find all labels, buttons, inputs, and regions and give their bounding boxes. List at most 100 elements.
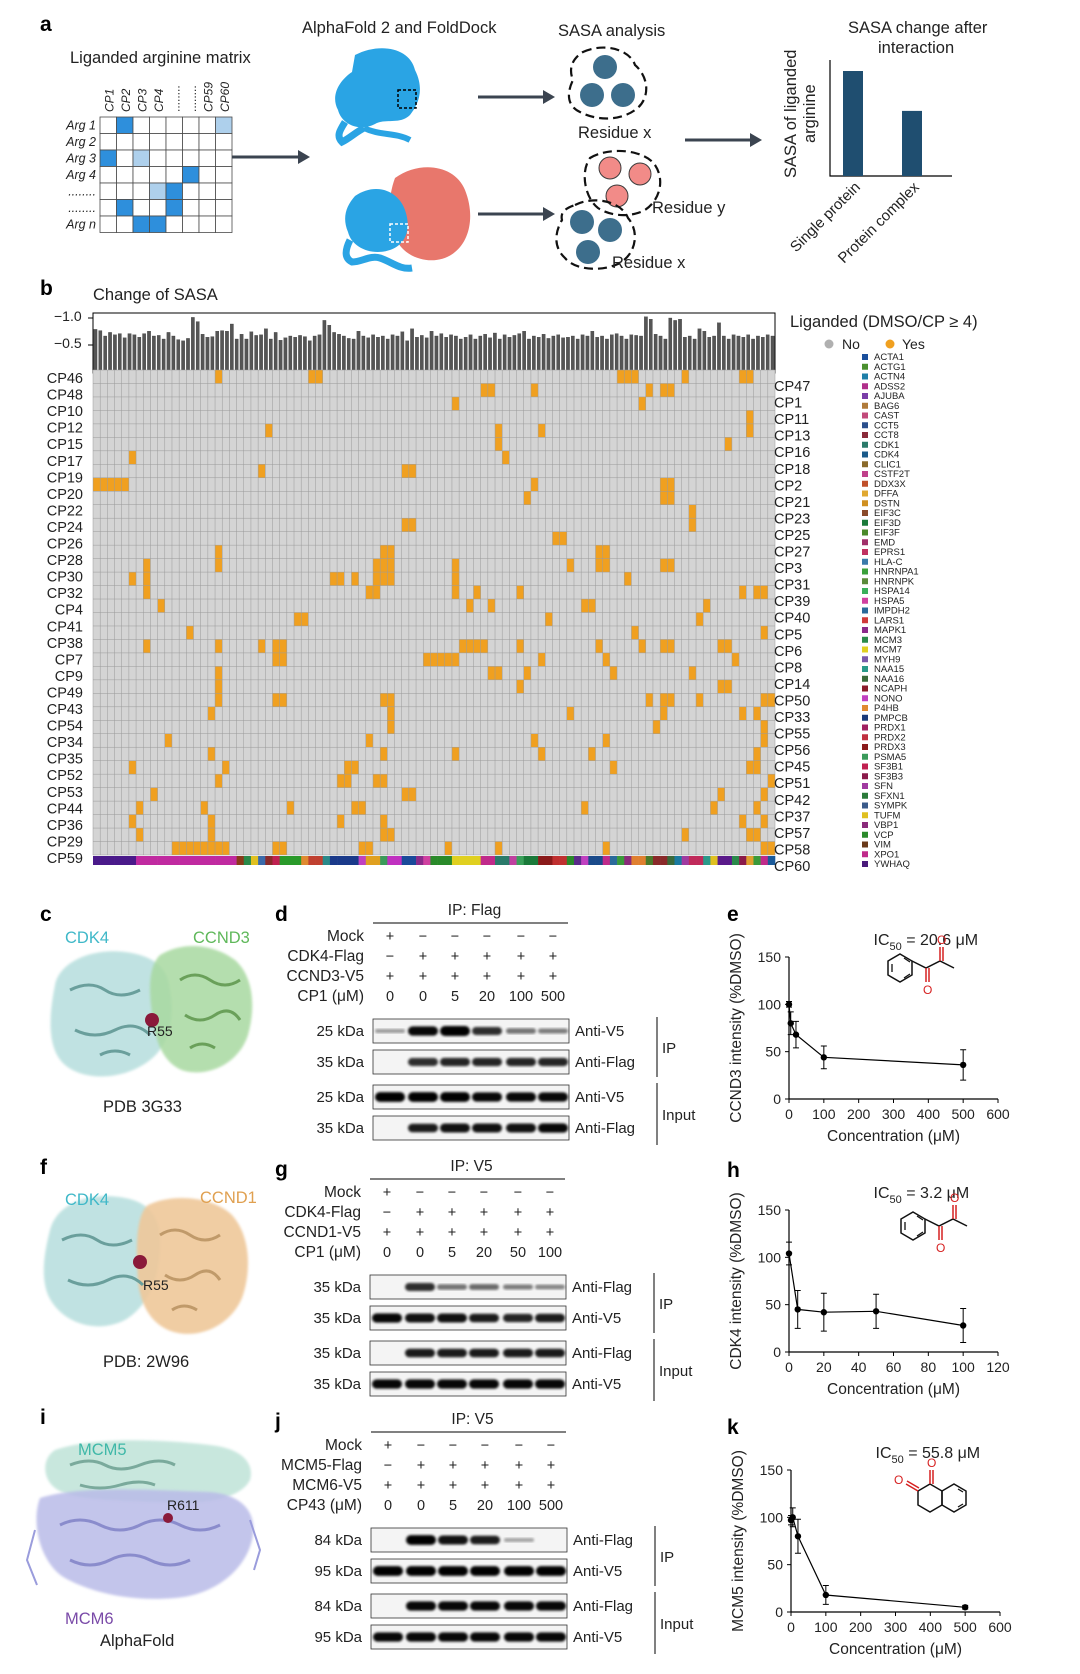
condition-value: +	[384, 1438, 392, 1454]
protein-strip-segment	[207, 856, 216, 865]
ligand-hit	[344, 774, 352, 788]
protein-strip-segment	[566, 856, 575, 865]
blot-band	[503, 1313, 533, 1323]
protein-swatch	[862, 412, 868, 419]
panel-label-f: f	[40, 1156, 48, 1179]
pdb-2w96: PDB: 2W96	[103, 1353, 189, 1371]
protein-swatch	[862, 773, 868, 780]
ligand-hit	[401, 787, 409, 802]
cdk4-ccnd3-structure	[50, 945, 253, 1077]
ligand-hit	[660, 491, 668, 505]
ligand-hit	[767, 693, 775, 707]
protein-strip-segment	[739, 856, 747, 865]
sasa-change-bar	[449, 334, 453, 373]
ligand-heatmap	[92, 369, 776, 856]
protein-strip-segment	[193, 856, 201, 865]
sasa-change-bar	[575, 338, 580, 373]
condition-value: −	[483, 929, 491, 945]
protein-strip-segment	[746, 856, 754, 865]
protein-strip-segment	[710, 856, 718, 865]
ligand-hit	[207, 828, 216, 842]
svg-text:O: O	[936, 1241, 945, 1255]
sasa-change-bar	[303, 336, 307, 373]
sasa-change-bar	[439, 333, 444, 373]
blot-antibody: Anti-V5	[575, 1089, 624, 1106]
condition-value: 50	[510, 1245, 526, 1261]
sasa-change-bar	[200, 334, 205, 373]
protein-swatch	[862, 695, 868, 702]
condition-value: 100	[507, 1498, 531, 1514]
svg-text:O: O	[927, 1456, 936, 1470]
data-point	[787, 1020, 794, 1027]
protein-name: HSPA5	[874, 596, 904, 607]
protein-name: NONO	[874, 693, 903, 704]
sasa-change-bar	[756, 335, 760, 373]
blot-frame	[372, 1115, 570, 1141]
ligand-hit	[215, 774, 223, 788]
condition-value: 5	[449, 1498, 457, 1514]
protein-strip-segment	[617, 856, 625, 865]
ligand-hit	[530, 383, 539, 397]
blot-band	[472, 1027, 502, 1035]
matrix-cell	[198, 133, 216, 151]
sasa-change-bar	[610, 334, 614, 373]
blot-kda: 95 kDa	[314, 1563, 362, 1580]
sasa-change-bar	[629, 334, 634, 373]
ligand-hit	[739, 814, 747, 829]
blot-band	[375, 1092, 405, 1102]
blot-band	[437, 1379, 467, 1389]
sasa-change-bar	[761, 337, 765, 373]
sasa-change-bar	[113, 334, 117, 373]
protein-name: CDK4	[874, 450, 899, 461]
protein-swatch	[862, 802, 868, 809]
protein-name: PRDX2	[874, 732, 906, 743]
ligand-hit	[746, 423, 754, 438]
matrix-row-label: Arg 1	[65, 119, 96, 133]
dose-xlabel: Concentration (μM)	[829, 1641, 962, 1658]
x-tick-label: 0	[787, 1619, 795, 1635]
blot-band	[535, 1313, 565, 1323]
protein-strip-segment	[121, 856, 130, 865]
blot-band	[504, 1632, 534, 1642]
ligand-hit	[279, 652, 287, 667]
sasa-change-bar	[644, 316, 648, 373]
protein-swatch	[862, 519, 868, 526]
ligand-hit	[473, 639, 481, 653]
protein-strip-segment	[136, 856, 144, 865]
x-tick-label: 300	[884, 1619, 908, 1635]
protein-name: P4HB	[874, 703, 899, 714]
ccnd1-label: CCND1	[200, 1189, 257, 1207]
protein-strip-segment	[731, 856, 740, 865]
heatmap-left-labels: CP46CP48CP10CP12CP15CP17CP19CP20CP22CP24…	[47, 371, 83, 867]
protein-name: HLA-C	[874, 557, 903, 568]
ligand-hit	[760, 787, 768, 802]
sasa-change-bar	[371, 334, 375, 373]
protein-name: CSTF2T	[874, 469, 910, 480]
ligand-hit	[200, 801, 208, 815]
condition-value: +	[481, 1478, 489, 1494]
protein-swatch	[862, 558, 868, 565]
blot-antibody: Anti-V5	[572, 1376, 621, 1393]
ligand-hit	[387, 693, 395, 707]
ligand-hit	[609, 760, 618, 775]
sasa-change-bar	[697, 328, 702, 373]
ligand-hit	[516, 639, 524, 653]
ligand-hit	[638, 396, 646, 411]
sasa-change-bar	[191, 317, 195, 373]
ligand-hit	[717, 639, 725, 653]
sasa-change-bar	[532, 335, 536, 373]
protein-name: EIF3F	[874, 528, 900, 539]
sasa-change-bar	[161, 338, 166, 373]
svg-text:O: O	[923, 983, 932, 997]
protein-name: HNRNPA1	[874, 567, 919, 578]
sasa-change-bar	[98, 330, 103, 373]
matrix-cell	[99, 166, 117, 184]
condition-label: CDK4-Flag	[287, 948, 364, 965]
blot-band	[472, 1057, 502, 1067]
matrix-cell	[149, 116, 167, 134]
ligand-hit	[724, 679, 732, 694]
condition-value: −	[481, 1438, 489, 1454]
matrix-row-label: Arg 3	[65, 152, 96, 166]
sasa-change-bar	[346, 338, 351, 373]
ligand-hit	[372, 585, 381, 600]
